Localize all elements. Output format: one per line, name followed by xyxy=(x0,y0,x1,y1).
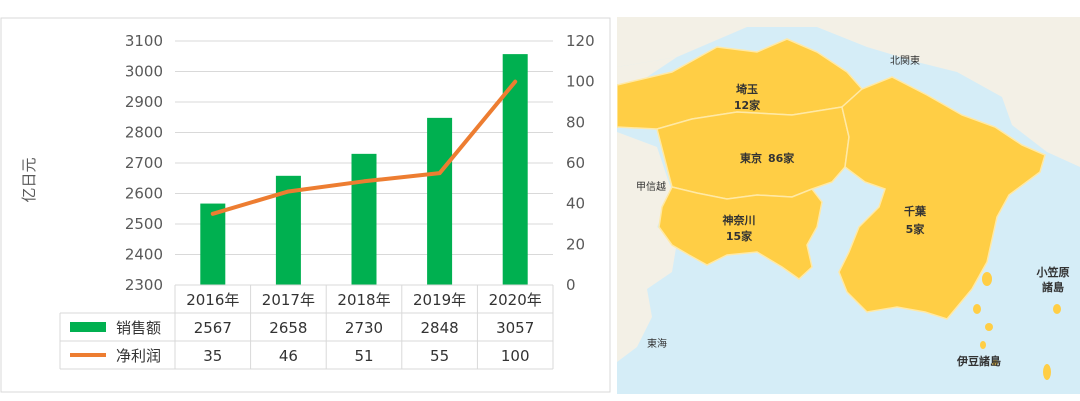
data-label-line: 35 xyxy=(203,347,222,365)
data-label-bar: 2658 xyxy=(269,319,307,337)
data-label-bar: 2848 xyxy=(421,319,459,337)
legend-swatch-bar xyxy=(70,322,106,332)
y-tick-label: 3000 xyxy=(125,63,163,81)
bar xyxy=(427,117,453,285)
y-tick-label: 2600 xyxy=(125,185,163,203)
island xyxy=(992,360,998,366)
y2-tick-label: 100 xyxy=(566,73,595,91)
label-kitakanto: 北関東 xyxy=(890,54,920,67)
legend-label-line: 净利润 xyxy=(116,347,161,365)
y-tick-label: 2900 xyxy=(125,93,163,111)
y-tick-label: 2300 xyxy=(125,276,163,294)
data-label-bar: 2730 xyxy=(345,319,383,337)
x-tick-label: 2018年 xyxy=(337,291,390,309)
tokyo-count: 86家 xyxy=(768,151,795,165)
kanto-map: 埼玉 12家 東京 86家 神奈川 15家 千葉 5家 北関東 甲信越 東海 伊… xyxy=(617,17,1080,394)
outer-land-north xyxy=(617,17,1080,167)
saitama-name: 埼玉 xyxy=(736,82,758,96)
legend-label-bar: 销售额 xyxy=(116,319,161,337)
y2-tick-label: 40 xyxy=(566,195,585,213)
x-tick-label: 2019年 xyxy=(413,291,466,309)
label-ogasawara-1: 小笠原 xyxy=(1036,265,1070,279)
tokyo-name: 東京 xyxy=(740,151,762,165)
chart-svg: 2300 2400 2500 2600 2700 2800 2900 3000 3100 0 20 4… xyxy=(0,17,611,393)
island xyxy=(980,341,986,349)
y2-tick-label: 60 xyxy=(566,154,585,172)
chiba-name: 千葉 xyxy=(904,204,927,218)
y-axis-label: 亿日元 xyxy=(20,157,38,202)
y2-tick-label: 0 xyxy=(566,276,576,294)
x-tick-label: 2020年 xyxy=(489,291,542,309)
island xyxy=(1053,304,1061,314)
data-label-line: 51 xyxy=(354,347,373,365)
y-tick-label: 2800 xyxy=(125,124,163,142)
x-tick-label: 2016年 xyxy=(186,291,239,309)
y-tick-label: 2500 xyxy=(125,215,163,233)
bar xyxy=(200,203,226,285)
data-label-line: 46 xyxy=(279,347,298,365)
data-label-bar: 3057 xyxy=(496,319,534,337)
y-tick-label: 3100 xyxy=(125,32,163,50)
bar xyxy=(502,54,528,285)
label-izu-islands: 伊豆諸島 xyxy=(956,354,1001,368)
y-tick-label: 2400 xyxy=(125,246,163,264)
x-tick-label: 2017年 xyxy=(262,291,315,309)
y2-tick-label: 120 xyxy=(566,32,595,50)
saitama-count: 12家 xyxy=(734,98,761,112)
label-koshinetsu: 甲信越 xyxy=(636,180,666,193)
combo-chart: 2300 2400 2500 2600 2700 2800 2900 3000 3100 0 20 4… xyxy=(0,17,611,393)
region-chiba xyxy=(838,76,1046,320)
data-label-line: 100 xyxy=(501,347,530,365)
data-label-line: 55 xyxy=(430,347,449,365)
outer-land-west xyxy=(617,132,677,362)
kanagawa-count: 15家 xyxy=(726,229,753,243)
island xyxy=(973,304,981,314)
bar xyxy=(351,153,377,285)
label-tokai: 東海 xyxy=(647,337,667,350)
series-line xyxy=(210,79,518,216)
chiba-count: 5家 xyxy=(906,222,926,236)
island xyxy=(982,272,992,286)
map-svg: 埼玉 12家 東京 86家 神奈川 15家 千葉 5家 北関東 甲信越 東海 伊… xyxy=(617,17,1080,394)
kanagawa-name: 神奈川 xyxy=(723,213,756,227)
label-ogasawara-2: 諸島 xyxy=(1042,280,1064,294)
y-tick-label: 2700 xyxy=(125,154,163,172)
island xyxy=(1043,364,1051,380)
y2-tick-label: 80 xyxy=(566,113,585,131)
region-kanagawa xyxy=(658,186,823,280)
island xyxy=(985,323,993,331)
data-label-bar: 2567 xyxy=(194,319,232,337)
y2-tick-label: 20 xyxy=(566,235,585,253)
